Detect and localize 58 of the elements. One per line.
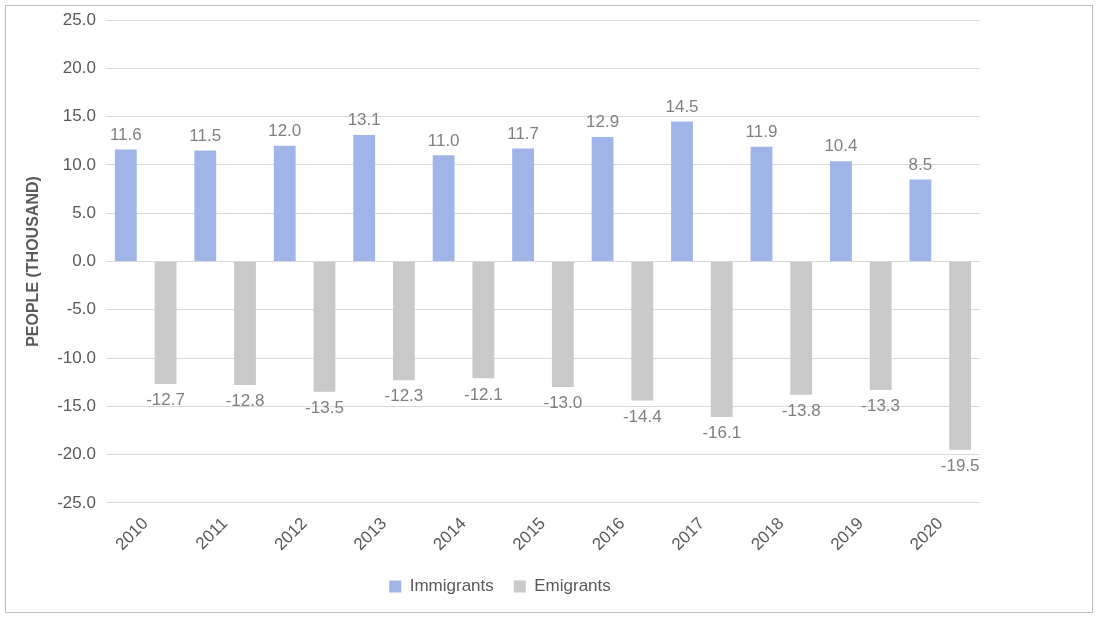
y-tick-label: -25.0: [57, 492, 96, 512]
y-tick-label: -20.0: [57, 444, 96, 464]
data-label: -19.5: [940, 455, 980, 475]
y-tick-label: 25.0: [62, 9, 96, 29]
bar: [750, 146, 773, 262]
y-tick-label: -5.0: [66, 299, 96, 319]
y-tick-label: -10.0: [57, 347, 96, 367]
legend-label: Immigrants: [409, 576, 494, 596]
y-tick-label: 5.0: [72, 202, 96, 222]
bar: [273, 145, 296, 262]
bar: [909, 179, 932, 262]
data-label: -12.7: [146, 390, 185, 410]
bar: [393, 262, 415, 381]
y-tick-label: 15.0: [62, 106, 96, 126]
data-label: 11.6: [109, 124, 142, 144]
data-label: -16.1: [702, 423, 742, 443]
bar: [949, 262, 972, 450]
data-label: -13.3: [861, 396, 901, 416]
data-label: -13.5: [305, 398, 344, 418]
data-label: 11.5: [189, 125, 222, 145]
bar: [472, 262, 495, 379]
data-label: 8.5: [908, 154, 933, 174]
bar: [830, 161, 852, 262]
y-tick-label: 0.0: [72, 251, 96, 271]
data-label: 11.7: [507, 123, 540, 143]
bar: [790, 262, 813, 395]
data-label: -12.3: [384, 386, 424, 406]
data-label: 11.0: [427, 130, 460, 150]
data-label: 12.0: [268, 120, 302, 140]
data-label: 12.9: [586, 112, 620, 132]
bar: [154, 262, 177, 385]
bar: [432, 155, 455, 262]
bar: [591, 137, 614, 262]
y-axis-title: PEOPLE (THOUSAND): [24, 176, 42, 347]
data-label: -13.8: [781, 400, 821, 420]
bar: [313, 262, 336, 392]
bar: [114, 149, 137, 262]
data-label: 11.9: [745, 121, 778, 141]
data-label: 14.5: [665, 96, 699, 116]
y-tick-label: 10.0: [62, 154, 96, 174]
bar: [710, 262, 733, 417]
bar: [551, 262, 574, 387]
bar: [631, 262, 654, 401]
data-label: 13.1: [347, 110, 381, 130]
data-label: -12.1: [464, 384, 503, 404]
legend-label: Emigrants: [534, 576, 611, 596]
data-label: 10.4: [824, 136, 858, 156]
data-label: -13.0: [543, 393, 583, 413]
bar: [353, 135, 376, 262]
bar: [234, 262, 256, 386]
bar: [869, 262, 892, 390]
y-tick-label: -15.0: [57, 395, 96, 415]
y-tick-label: 20.0: [62, 58, 96, 78]
data-label: -12.8: [225, 391, 265, 411]
bar: [512, 148, 535, 262]
bar: [194, 150, 217, 262]
data-label: -14.4: [622, 406, 662, 426]
bar: [671, 121, 693, 262]
